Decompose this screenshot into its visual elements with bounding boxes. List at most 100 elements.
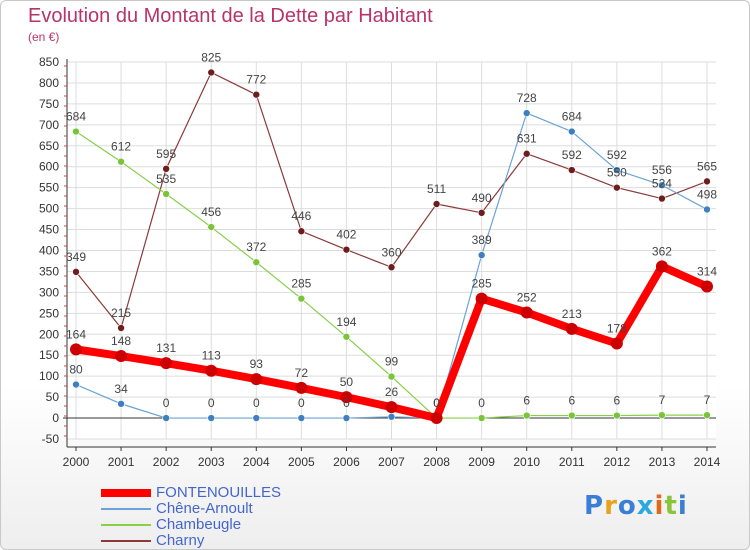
data-label: 362 [652, 244, 672, 258]
data-point [385, 401, 398, 414]
x-tick-label: 2005 [288, 455, 315, 469]
data-point [565, 322, 578, 335]
data-point [207, 414, 216, 422]
data-label: 349 [66, 250, 86, 264]
data-label: 0 [478, 396, 485, 410]
data-label: 194 [336, 315, 356, 329]
data-point [613, 411, 621, 420]
y-tick-label: 350 [39, 264, 59, 278]
data-label: 0 [253, 396, 260, 410]
legend-swatch [101, 508, 151, 510]
data-label: 0 [343, 396, 350, 410]
data-label: 535 [156, 172, 176, 186]
x-tick-label: 2011 [559, 455, 585, 469]
data-label: 0 [433, 396, 440, 410]
data-point [387, 263, 396, 272]
data-label: 215 [111, 306, 131, 320]
legend-label: Chambeugle [156, 516, 242, 533]
data-point [252, 90, 261, 99]
y-tick-label: 700 [39, 118, 59, 132]
data-point [160, 357, 173, 370]
data-label: 72 [295, 366, 309, 380]
y-tick-label: 100 [39, 369, 59, 383]
legend-label: FONTENOUILLES [156, 484, 282, 501]
y-tick-label: 200 [39, 327, 59, 341]
data-point [162, 165, 170, 173]
data-point [387, 372, 396, 381]
x-tick-label: 2014 [694, 455, 721, 469]
data-label: 511 [427, 182, 446, 196]
data-point [475, 292, 488, 305]
x-tick-label: 2004 [243, 455, 270, 469]
data-label: 684 [562, 110, 582, 124]
data-label: 592 [607, 148, 627, 162]
data-point [520, 306, 533, 319]
data-point [115, 350, 128, 363]
data-label: 684 [66, 110, 86, 124]
data-label: 728 [517, 91, 537, 105]
x-tick-label: 2003 [198, 455, 225, 469]
data-point [252, 414, 261, 422]
data-point [250, 373, 263, 386]
y-tick-label: 750 [39, 97, 59, 111]
data-label: 50 [340, 375, 354, 389]
data-point [522, 109, 531, 117]
data-label: 148 [111, 334, 131, 348]
data-point [70, 343, 82, 356]
data-label: 178 [607, 321, 627, 335]
data-label: 314 [697, 265, 717, 279]
legend-swatch [101, 540, 151, 542]
data-label: 631 [517, 132, 537, 146]
data-point [522, 149, 531, 158]
data-point [703, 411, 711, 419]
y-tick-label: 0 [52, 411, 59, 425]
data-point [72, 380, 80, 389]
data-point [252, 258, 261, 267]
y-tick-label: 400 [39, 244, 59, 258]
data-label: 93 [250, 357, 264, 371]
x-tick-label: 2012 [604, 455, 631, 469]
y-tick-label: 300 [39, 285, 59, 299]
data-label: 556 [652, 163, 672, 177]
data-label: 164 [66, 327, 86, 341]
data-point [477, 414, 486, 422]
data-point [387, 412, 396, 421]
x-tick-label: 2010 [513, 455, 540, 469]
data-point [342, 414, 351, 422]
data-point [477, 209, 486, 217]
data-point [567, 166, 576, 174]
data-point [658, 411, 666, 419]
data-label: 360 [381, 245, 401, 259]
data-point [295, 381, 308, 394]
data-label: 524 [652, 177, 672, 191]
data-label: 34 [114, 382, 128, 396]
data-point [658, 181, 666, 189]
data-label: 446 [291, 209, 311, 223]
x-tick-label: 2009 [468, 455, 495, 469]
data-point [613, 183, 621, 192]
chart-subtitle: (en €) [28, 30, 60, 44]
data-label: 7 [704, 393, 711, 407]
data-label: 80 [69, 363, 83, 377]
proxiti-logo: Proxiti [584, 491, 688, 521]
data-label: 6 [568, 394, 575, 408]
data-point [701, 280, 713, 293]
y-tick-label: 150 [39, 348, 59, 362]
y-tick-label: 250 [39, 306, 59, 320]
data-label: 113 [202, 349, 221, 363]
data-label: 592 [562, 148, 582, 162]
chart-title: Evolution du Montant de la Dette par Hab… [28, 5, 433, 27]
data-point [610, 337, 623, 350]
data-label: 285 [291, 277, 311, 291]
y-tick-label: 450 [39, 223, 59, 237]
x-tick-label: 2006 [333, 455, 360, 469]
data-point [655, 260, 668, 273]
data-label: 26 [385, 385, 399, 399]
data-point [703, 177, 711, 186]
data-label: 131 [156, 341, 176, 355]
data-label: 0 [298, 396, 305, 410]
data-point [72, 127, 80, 136]
data-label: 252 [517, 290, 537, 304]
x-tick-label: 2008 [423, 455, 450, 469]
